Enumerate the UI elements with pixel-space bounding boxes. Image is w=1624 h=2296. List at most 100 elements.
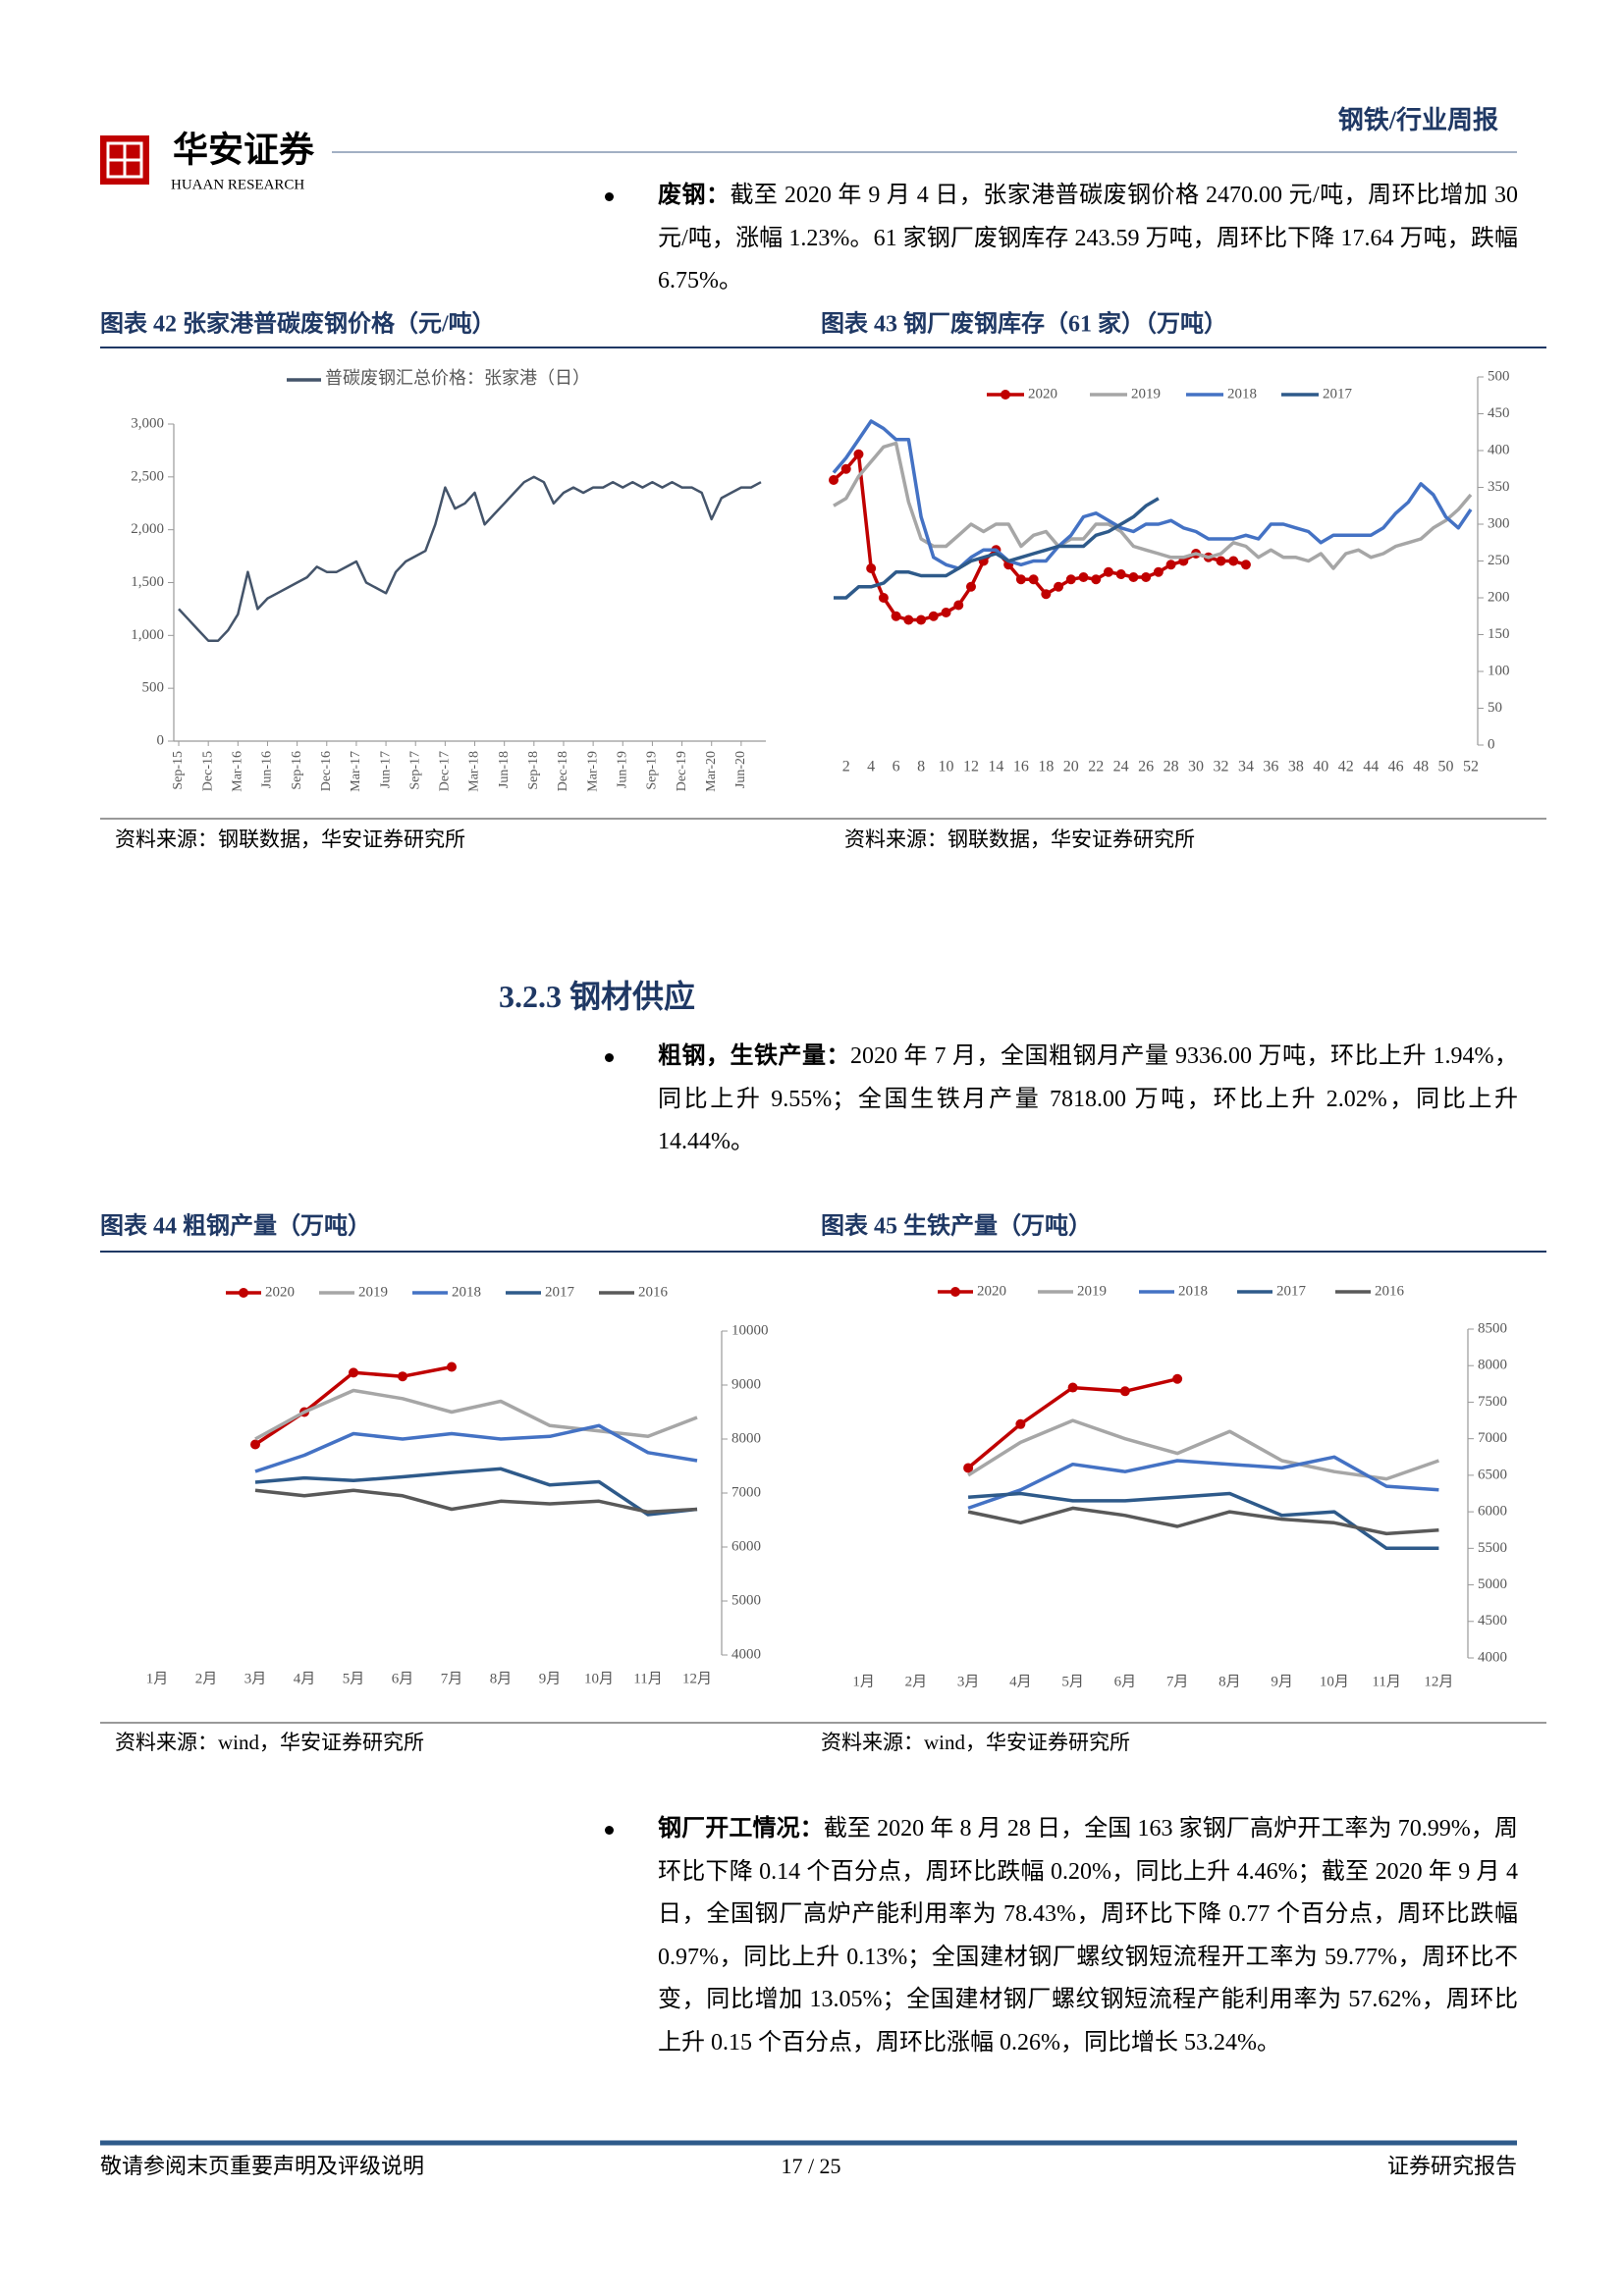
y-tick-label: 4500 — [1478, 1613, 1507, 1629]
x-tick-label: 42 — [1338, 759, 1354, 775]
series-line — [254, 1488, 698, 1515]
legend-label: 2020 — [1028, 386, 1057, 401]
x-tick-label: 6月 — [392, 1671, 414, 1686]
series-marker — [1216, 556, 1226, 566]
legend-label: 2018 — [1227, 386, 1257, 401]
y-tick-label: 450 — [1488, 405, 1510, 421]
legend-label: 2019 — [1131, 386, 1161, 401]
legend-label: 普碳废钢汇总价格：张家港（日） — [325, 368, 590, 388]
x-tick-label: Sep-19 — [645, 751, 660, 790]
series-marker — [903, 614, 914, 625]
series-marker — [1015, 574, 1026, 585]
series-marker — [916, 614, 927, 625]
figure-source: 资料来源：钢联数据，华安证券研究所 — [844, 828, 1195, 851]
legend-label: 2019 — [1077, 1283, 1107, 1299]
x-tick-label: 6 — [893, 759, 900, 775]
legend-label: 2018 — [452, 1284, 481, 1300]
series-marker — [963, 1463, 974, 1473]
x-tick-label: Sep-17 — [407, 751, 422, 790]
series-line — [832, 419, 1473, 570]
series-marker — [1015, 1418, 1026, 1429]
figure-title: 图表 42 张家港普碳废钢价格（元/吨） — [100, 310, 496, 338]
x-tick-label: 18 — [1038, 759, 1054, 775]
x-tick-label: 9月 — [539, 1671, 562, 1686]
x-tick-label: 46 — [1388, 759, 1404, 775]
figure-source: 资料来源：钢联数据，华安证券研究所 — [115, 828, 465, 851]
series-marker — [1228, 556, 1239, 566]
figure-source: 资料来源：wind，华安证券研究所 — [115, 1731, 424, 1754]
x-tick-label: 16 — [1013, 759, 1029, 775]
x-tick-label: 8月 — [1218, 1674, 1241, 1689]
figure-title: 图表 43 钢厂废钢库存（61 家）（万吨） — [821, 310, 1227, 338]
x-tick-label: Dec-15 — [200, 751, 215, 791]
legend-marker — [239, 1288, 248, 1298]
y-tick-label: 6500 — [1478, 1467, 1507, 1482]
series-line — [967, 1455, 1439, 1511]
series-marker — [928, 611, 939, 621]
figure-source: 资料来源：wind，华安证券研究所 — [821, 1731, 1130, 1754]
x-tick-label: 9月 — [1271, 1674, 1293, 1689]
series-marker — [1165, 560, 1176, 570]
x-tick-label: 10月 — [1320, 1674, 1349, 1689]
x-tick-label: 38 — [1288, 759, 1304, 775]
y-tick-label: 150 — [1488, 626, 1510, 642]
y-tick-label: 8000 — [731, 1430, 761, 1446]
x-tick-label: 5月 — [343, 1671, 365, 1686]
x-tick-label: 1月 — [146, 1671, 169, 1686]
paragraph-lead: 废钢： — [658, 183, 731, 208]
series-marker — [878, 593, 889, 603]
x-tick-label: 2月 — [905, 1674, 928, 1689]
x-tick-label: Dec-19 — [675, 751, 689, 791]
x-tick-label: Jun-18 — [497, 751, 512, 788]
x-tick-label: 2月 — [195, 1671, 218, 1686]
series-marker — [1115, 569, 1126, 579]
y-tick-label: 300 — [1488, 515, 1510, 531]
series-marker — [1091, 574, 1102, 585]
series-line — [967, 1491, 1439, 1551]
x-tick-label: Sep-15 — [171, 751, 186, 790]
x-tick-label: 48 — [1413, 759, 1429, 775]
series-line — [833, 441, 1473, 570]
series-line — [254, 1388, 698, 1441]
series-marker — [250, 1439, 260, 1450]
series-line — [254, 1467, 698, 1517]
y-tick-label: 5000 — [1478, 1576, 1507, 1592]
legend-marker — [1001, 390, 1010, 400]
x-tick-label: 11月 — [1372, 1674, 1400, 1689]
x-tick-label: 3月 — [957, 1674, 980, 1689]
series-marker — [1141, 572, 1152, 582]
series-marker — [447, 1362, 457, 1372]
y-tick-label: 5000 — [731, 1592, 761, 1608]
section-heading: 3.2.3 钢材供应 — [499, 979, 696, 1014]
x-tick-label: 34 — [1238, 759, 1254, 775]
x-tick-label: 36 — [1263, 759, 1278, 775]
y-tick-label: 10000 — [731, 1322, 769, 1338]
series-marker — [1078, 572, 1089, 582]
x-tick-label: Dec-17 — [438, 751, 453, 791]
figure-title: 图表 44 粗钢产量（万吨） — [100, 1212, 371, 1240]
series-marker — [1240, 560, 1251, 570]
series-marker — [941, 608, 951, 617]
x-tick-label: Sep-16 — [290, 751, 304, 790]
series-marker — [1172, 1373, 1183, 1384]
series-marker — [1103, 566, 1113, 577]
x-tick-label: 22 — [1088, 759, 1104, 775]
y-tick-label: 350 — [1488, 479, 1510, 495]
y-tick-label: 6000 — [1478, 1504, 1507, 1520]
y-tick-label: 1,500 — [131, 574, 164, 590]
x-tick-label: 4 — [867, 759, 875, 775]
x-tick-label: Jun-19 — [615, 751, 629, 788]
series-line — [254, 1423, 698, 1473]
legend-label: 2019 — [358, 1284, 388, 1300]
paragraph-text: 2020 年 7 月，全国粗钢月产量 9336.00 万吨，环比上升 1.94%… — [658, 1043, 1518, 1154]
y-tick-label: 100 — [1488, 663, 1510, 678]
paragraph-text: 截至 2020 年 8 月 28 日，全国 163 家钢厂高炉开工率为 70.9… — [658, 1816, 1519, 2056]
x-tick-label: 8月 — [490, 1671, 513, 1686]
y-tick-label: 6000 — [731, 1538, 761, 1554]
series-line — [967, 1506, 1439, 1536]
x-tick-label: 7月 — [1166, 1674, 1189, 1689]
logo-subtext: HUAAN RESEARCH — [171, 177, 304, 192]
x-tick-label: 4月 — [1009, 1674, 1032, 1689]
x-tick-label: 12月 — [682, 1671, 712, 1686]
x-tick-label: 5月 — [1061, 1674, 1084, 1689]
